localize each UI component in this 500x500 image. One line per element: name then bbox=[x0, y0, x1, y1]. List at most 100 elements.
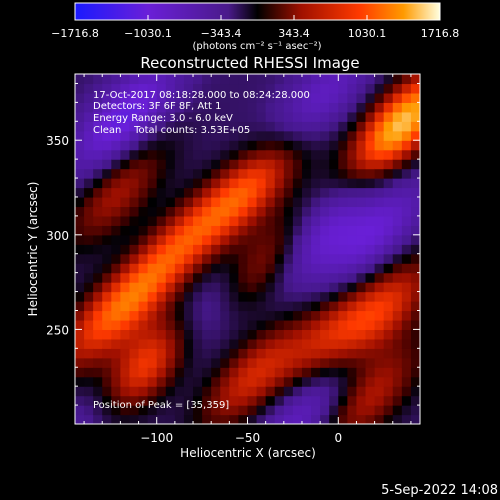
heatmap-cell bbox=[356, 92, 367, 103]
heatmap-cell bbox=[174, 102, 185, 113]
heatmap-cell bbox=[138, 149, 149, 160]
heatmap-cell bbox=[265, 414, 276, 424]
heatmap-cell bbox=[256, 225, 267, 236]
heatmap-cell bbox=[311, 282, 321, 293]
heatmap-cell bbox=[84, 83, 94, 94]
heatmap-cell bbox=[283, 301, 294, 312]
heatmap-cell bbox=[311, 130, 321, 141]
heatmap-cell bbox=[292, 376, 303, 387]
heatmap-cell bbox=[102, 140, 112, 151]
heatmap-cell bbox=[374, 244, 385, 255]
heatmap-cell bbox=[147, 234, 158, 245]
heatmap-cell bbox=[193, 386, 203, 397]
heatmap-cell bbox=[301, 376, 312, 387]
heatmap-cell bbox=[229, 319, 240, 331]
heatmap-cell bbox=[410, 376, 420, 387]
heatmap-cell bbox=[320, 405, 330, 416]
heatmap-cell bbox=[338, 102, 348, 113]
heatmap-cell bbox=[283, 178, 294, 189]
heatmap-cell bbox=[247, 234, 258, 245]
heatmap-cell bbox=[283, 348, 294, 359]
heatmap-cell bbox=[102, 395, 112, 406]
heatmap-cell bbox=[247, 282, 258, 293]
heatmap-cell bbox=[111, 244, 121, 255]
heatmap-cell bbox=[347, 329, 358, 340]
heatmap-cell bbox=[75, 130, 85, 141]
heatmap-cell bbox=[238, 386, 249, 397]
heatmap-cell bbox=[383, 102, 394, 113]
heatmap-cell bbox=[147, 111, 158, 122]
heatmap-cell bbox=[229, 234, 240, 245]
heatmap-cell bbox=[174, 74, 185, 85]
heatmap-cell bbox=[274, 338, 285, 349]
heatmap-cell bbox=[247, 74, 258, 85]
heatmap-cell bbox=[356, 178, 367, 189]
heatmap-cell bbox=[183, 92, 194, 103]
heatmap-cell bbox=[138, 168, 149, 179]
heatmap-cell bbox=[347, 244, 358, 255]
x-tick-label: 0 bbox=[334, 431, 342, 445]
heatmap-cell bbox=[193, 367, 203, 378]
heatmap-cell bbox=[220, 111, 230, 122]
heatmap-cell bbox=[183, 282, 194, 293]
heatmap-cell bbox=[120, 338, 131, 349]
heatmap-cell bbox=[174, 159, 185, 170]
heatmap-cell bbox=[338, 196, 348, 208]
heatmap-cell bbox=[329, 83, 339, 94]
heatmap-cell bbox=[120, 196, 131, 208]
y-axis-label: Heliocentric Y (arcsec) bbox=[26, 182, 40, 317]
heatmap-cell bbox=[238, 310, 249, 321]
heatmap-cell bbox=[292, 187, 303, 198]
axis-ticks: −100 −50 0 250 300 350 bbox=[46, 74, 420, 445]
heatmap-cell bbox=[338, 253, 348, 264]
heatmap-cell bbox=[410, 357, 420, 368]
heatmap-cell bbox=[183, 338, 194, 349]
heatmap-cell bbox=[165, 130, 176, 141]
heatmap-cell bbox=[102, 102, 112, 113]
heatmap-cell bbox=[120, 234, 131, 245]
heatmap-cell bbox=[265, 225, 276, 236]
heatmap-cell bbox=[374, 92, 385, 103]
heatmap-cell bbox=[220, 206, 230, 217]
heatmap-cell bbox=[102, 215, 112, 226]
heatmap-cell bbox=[311, 338, 321, 349]
heatmap-cell bbox=[193, 301, 203, 312]
heatmap-cell bbox=[247, 395, 258, 406]
heatmap-cell bbox=[129, 121, 140, 132]
heatmap-cell bbox=[138, 140, 149, 151]
heatmap-cell bbox=[265, 395, 276, 406]
heatmap-cell bbox=[102, 121, 112, 132]
heatmap-cell bbox=[75, 376, 85, 387]
heatmap-cell bbox=[229, 159, 240, 170]
heatmap-cell bbox=[174, 111, 185, 122]
heatmap-cell bbox=[320, 395, 330, 406]
heatmap-cell bbox=[410, 282, 420, 293]
heatmap-cell bbox=[220, 121, 230, 132]
heatmap-cell bbox=[356, 395, 367, 406]
heatmap-cell bbox=[410, 215, 420, 226]
heatmap-cell bbox=[338, 74, 348, 85]
heatmap-cell bbox=[102, 405, 112, 416]
heatmap-cell bbox=[338, 206, 348, 217]
heatmap-cell bbox=[247, 187, 258, 198]
heatmap-cell bbox=[311, 414, 321, 424]
heatmap-cell bbox=[401, 310, 412, 321]
heatmap-cell bbox=[193, 338, 203, 349]
heatmap-cell bbox=[75, 92, 85, 103]
heatmap-cell bbox=[165, 187, 176, 198]
heatmap-cell bbox=[120, 282, 131, 293]
heatmap-cell bbox=[301, 74, 312, 85]
heatmap-cell bbox=[147, 272, 158, 283]
heatmap-cell bbox=[211, 206, 221, 217]
heatmap-cell bbox=[401, 140, 412, 151]
heatmap-cell bbox=[292, 405, 303, 416]
heatmap-cell bbox=[365, 376, 376, 387]
heatmap-cell bbox=[365, 121, 376, 132]
heatmap-cell bbox=[84, 206, 94, 217]
heatmap-cell bbox=[311, 225, 321, 236]
heatmap-cell bbox=[120, 187, 131, 198]
heatmap-cell bbox=[165, 386, 176, 397]
heatmap-cell bbox=[292, 244, 303, 255]
heatmap-cell bbox=[174, 376, 185, 387]
heatmap-cell bbox=[401, 291, 412, 302]
